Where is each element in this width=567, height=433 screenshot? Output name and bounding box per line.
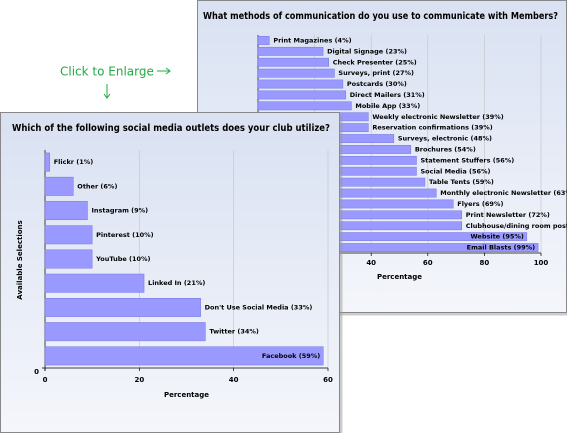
- bar: [257, 68, 335, 78]
- bar-label: Postcards (30%): [347, 80, 407, 88]
- bar: [44, 225, 93, 245]
- bar: [257, 57, 329, 67]
- bar-label: Print Newsletter (72%): [466, 211, 550, 219]
- bar-label: Direct Mailers (31%): [350, 91, 425, 99]
- x-tick-label: 0: [43, 376, 48, 384]
- chart-title: Which of the following social media outl…: [12, 123, 330, 134]
- x-tick-label: 80: [480, 259, 490, 267]
- bar-label: Instagram (9%): [91, 207, 148, 215]
- bar-label: Monthly electronic Newsletter (63%): [440, 189, 567, 197]
- y-tick-label: 0: [34, 368, 39, 376]
- bar-label: Pinterest (10%): [96, 231, 154, 239]
- x-tick-label: 40: [229, 376, 239, 384]
- bar-label: Print Magazines (4%): [273, 36, 351, 44]
- bar-label: Website (95%): [470, 233, 523, 241]
- bar: [257, 79, 344, 89]
- bar: [44, 346, 324, 366]
- bar-label: Don't Use Social Media (33%): [205, 303, 313, 311]
- bar-label: Brochures (54%): [415, 145, 476, 153]
- bar: [44, 322, 206, 342]
- bar-label: Statement Stuffers (56%): [420, 156, 514, 164]
- bar-label: Flickr (1%): [54, 158, 94, 166]
- bar-label: Twitter (34%): [209, 328, 259, 336]
- bar-label: Flyers (69%): [457, 200, 503, 208]
- bar-label: Social Media (56%): [420, 167, 490, 175]
- bar-label: Clubhouse/dining room posters (72%): [466, 222, 567, 230]
- x-tick-label: 20: [134, 376, 144, 384]
- bar: [257, 101, 352, 111]
- x-axis-label: Percentage: [377, 273, 422, 281]
- x-tick-label: 100: [534, 259, 549, 267]
- bar-label: Facebook (59%): [262, 352, 320, 360]
- bar: [257, 90, 346, 100]
- bar-label: Weekly electronic Newsletter (39%): [372, 113, 503, 121]
- bar-label: Reservation confirmations (39%): [372, 124, 492, 132]
- bar: [44, 273, 145, 293]
- bar-label: Email Blasts (99%): [467, 244, 536, 252]
- arrows: [103, 67, 171, 99]
- bar: [44, 249, 93, 269]
- bar-label: YouTube (10%): [95, 255, 150, 263]
- bar: [257, 36, 270, 45]
- bar-label: Table Tents (59%): [429, 178, 494, 186]
- bar-label: Check Presenter (25%): [333, 58, 417, 66]
- bar: [44, 201, 88, 221]
- x-tick-label: 60: [423, 259, 433, 267]
- x-tick-label: 60: [323, 376, 333, 384]
- front-chart-window[interactable]: Which of the following social media outl…: [0, 112, 343, 433]
- y-axis-label: Available Selections: [16, 220, 24, 299]
- bar-label: Other (6%): [77, 182, 117, 190]
- bar: [44, 176, 74, 196]
- chart-title: What methods of communication do you use…: [203, 11, 558, 22]
- bar: [257, 46, 324, 56]
- x-tick-label: 40: [366, 259, 376, 267]
- x-axis-label: Percentage: [164, 391, 209, 399]
- bar: [44, 297, 201, 317]
- bar-label: Surveys, print (27%): [338, 69, 414, 77]
- bar-label: Digital Signage (23%): [327, 47, 407, 55]
- window: [0, 112, 340, 433]
- bar-label: Mobile App (33%): [355, 102, 420, 110]
- bar: [44, 152, 50, 172]
- bar-label: Surveys, electronic (48%): [398, 135, 492, 143]
- bar-label: Linked In (21%): [148, 279, 205, 287]
- click-to-enlarge[interactable]: Click to Enlarge: [60, 65, 154, 79]
